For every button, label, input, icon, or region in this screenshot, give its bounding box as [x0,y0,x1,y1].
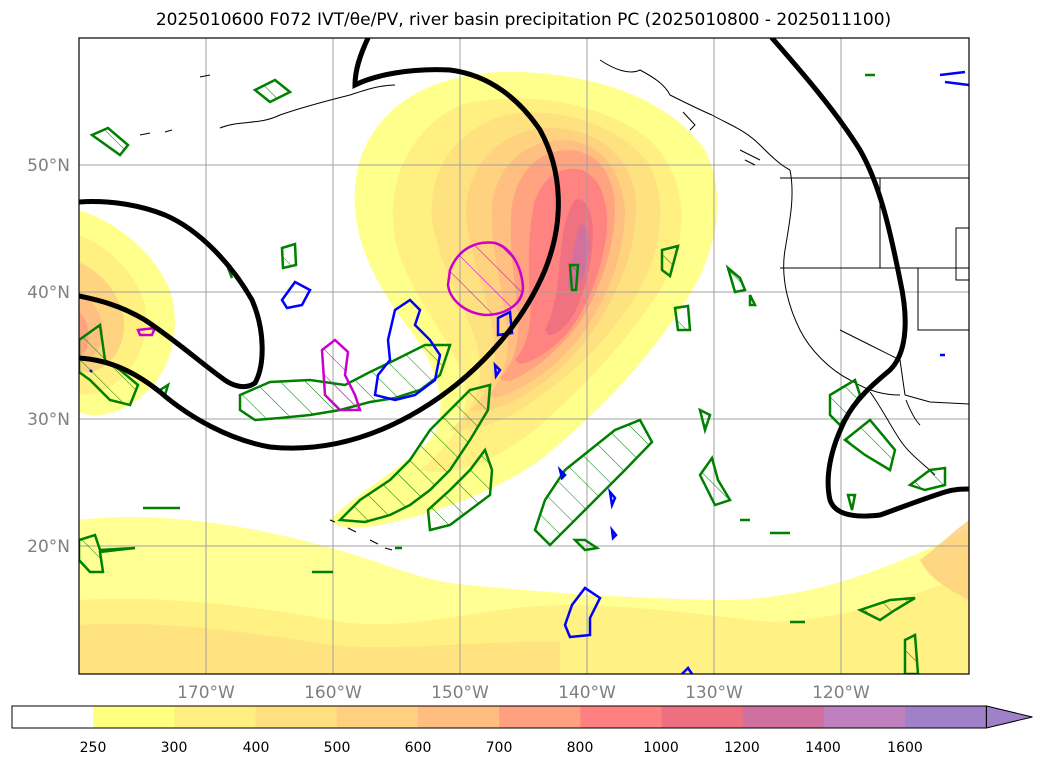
colorbar-swatch [174,706,257,728]
lat-label-30n: 30°N [27,410,70,430]
lon-label-150w: 150°W [431,683,489,703]
colorbar-label: 1600 [887,740,923,756]
ivt-fill-south [79,517,969,674]
colorbar-swatch [580,706,663,728]
colorbar-swatch [824,706,906,728]
theta-cold-contours [89,70,969,674]
lat-label-20n: 20°N [27,537,70,557]
figure-title: 2025010600 F072 IVT/θe/PV, river basin p… [155,10,892,30]
lon-label-130w: 130°W [685,683,743,703]
colorbar-swatch [661,706,744,728]
colorbar-swatch [12,706,94,728]
lon-label-140w: 140°W [558,683,616,703]
longitude-labels: 170°W 160°W 150°W 140°W 130°W 120°W [177,683,870,703]
colorbar-label: 300 [161,740,188,756]
colorbar-swatch [336,706,419,728]
colorbar-label: 250 [80,740,107,756]
colorbar: 250 300 400 500 600 700 800 1000 1200 14… [11,705,1033,756]
colorbar-swatch [499,706,581,728]
colorbar-label: 500 [324,740,351,756]
lat-label-40n: 40°N [27,283,70,303]
colorbar-swatch [905,706,987,728]
colorbar-label: 700 [486,740,513,756]
map-layers [79,38,969,674]
ivt-black-contours [79,38,969,519]
colorbar-label: 1400 [805,740,841,756]
lon-label-160w: 160°W [304,683,362,703]
colorbar-swatches [11,705,1033,729]
lat-label-50n: 50°N [27,156,70,176]
lon-label-120w: 120°W [812,683,870,703]
colorbar-swatch [418,706,500,728]
colorbar-outline [11,705,987,729]
coastlines [139,59,969,551]
colorbar-swatch [93,706,175,728]
colorbar-swatch [742,706,825,728]
colorbar-label: 1200 [724,740,760,756]
colorbar-label: 800 [567,740,594,756]
colorbar-label: 600 [405,740,432,756]
colorbar-extend-arrow [985,705,1033,729]
colorbar-swatch [255,706,338,728]
map-frame [78,37,970,675]
colorbar-label: 400 [243,740,270,756]
theta-warm-contours [136,241,525,412]
latitude-labels: 50°N 40°N 30°N 20°N [27,156,70,557]
colorbar-tick-labels: 250 300 400 500 600 700 800 1000 1200 14… [80,740,923,756]
colorbar-label: 1000 [643,740,679,756]
lon-label-170w: 170°W [177,683,235,703]
